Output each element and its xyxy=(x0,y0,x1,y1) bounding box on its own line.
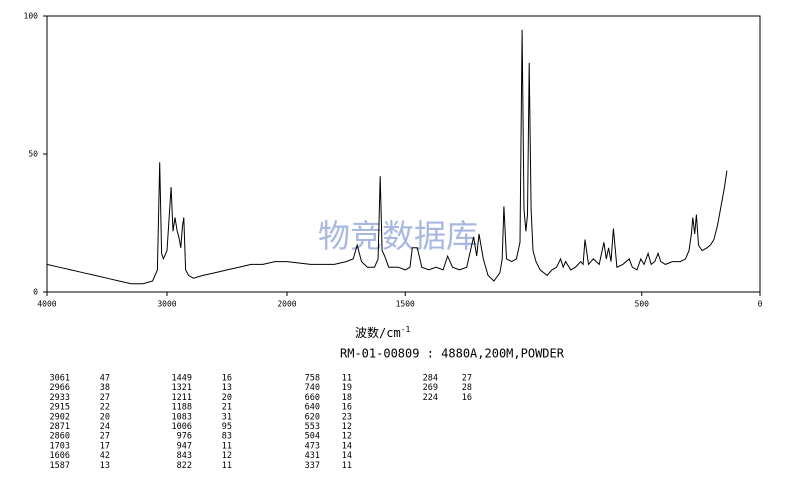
peak-wavenumber: 620 xyxy=(305,412,320,422)
peak-wavenumber: 660 xyxy=(305,393,320,403)
y-tick-label: 100 xyxy=(24,12,39,21)
peak-intensity: 13 xyxy=(222,383,232,393)
peak-wavenumber: 1006 xyxy=(172,422,192,432)
peak-intensity: 27 xyxy=(100,393,110,403)
peak-wavenumber: 431 xyxy=(305,451,320,461)
peak-wavenumber: 1587 xyxy=(50,461,70,471)
x-tick-label: 0 xyxy=(758,300,763,309)
peak-intensity: 19 xyxy=(342,383,352,393)
peak-wavenumber: 1606 xyxy=(50,451,70,461)
peak-wavenumber: 473 xyxy=(305,441,320,451)
peak-intensity: 23 xyxy=(342,412,352,422)
peak-intensity: 13 xyxy=(100,461,110,471)
peak-intensity: 20 xyxy=(222,393,232,403)
peak-intensity: 14 xyxy=(342,441,352,451)
peak-intensity: 12 xyxy=(342,432,352,442)
peak-wavenumber: 843 xyxy=(177,451,192,461)
peak-wavenumber: 976 xyxy=(177,432,192,442)
peak-intensity: 31 xyxy=(222,412,232,422)
peak-wavenumber: 2933 xyxy=(50,393,70,403)
peak-intensity: 20 xyxy=(100,412,110,422)
peak-wavenumber: 284 xyxy=(423,374,438,384)
peak-wavenumber: 1211 xyxy=(172,393,192,403)
peak-intensity: 11 xyxy=(342,374,352,384)
peak-wavenumber: 758 xyxy=(305,374,320,384)
peak-wavenumber: 504 xyxy=(305,432,320,442)
peak-intensity: 47 xyxy=(100,374,110,384)
peak-wavenumber: 1449 xyxy=(172,374,192,384)
x-axis-label: 波数/cm-1 xyxy=(355,325,411,340)
peak-wavenumber: 337 xyxy=(305,461,320,471)
peak-wavenumber: 1321 xyxy=(172,383,192,393)
peak-intensity: 16 xyxy=(342,403,352,413)
peak-intensity: 95 xyxy=(222,422,232,432)
x-tick-label: 1500 xyxy=(396,300,415,309)
peak-wavenumber: 2860 xyxy=(50,432,70,442)
peak-wavenumber: 553 xyxy=(305,422,320,432)
x-tick-label: 2000 xyxy=(277,300,296,309)
peak-intensity: 12 xyxy=(342,422,352,432)
peak-wavenumber: 2902 xyxy=(50,412,70,422)
peak-wavenumber: 2915 xyxy=(50,403,70,413)
peak-wavenumber: 1703 xyxy=(50,441,70,451)
x-label-main: 波数/cm xyxy=(355,325,401,340)
peak-intensity: 16 xyxy=(222,374,232,384)
peak-wavenumber: 224 xyxy=(423,393,438,403)
x-tick-label: 500 xyxy=(635,300,650,309)
peak-wavenumber: 1188 xyxy=(172,403,192,413)
peak-wavenumber: 740 xyxy=(305,383,320,393)
spectrum-line xyxy=(46,29,728,285)
peak-wavenumber: 640 xyxy=(305,403,320,413)
peak-intensity: 83 xyxy=(222,432,232,442)
peak-intensity: 22 xyxy=(100,403,110,413)
chart-title: RM-01-00809 : 4880A,200M,POWDER xyxy=(340,347,565,361)
x-tick-label: 3000 xyxy=(157,300,176,309)
y-tick-label: 50 xyxy=(28,150,38,159)
peak-wavenumber: 3061 xyxy=(50,374,70,384)
peak-intensity: 27 xyxy=(100,432,110,442)
peak-intensity: 11 xyxy=(222,461,232,471)
peak-intensity: 38 xyxy=(100,383,110,393)
peak-wavenumber: 269 xyxy=(423,383,438,393)
peak-intensity: 11 xyxy=(222,441,232,451)
peak-wavenumber: 822 xyxy=(177,461,192,471)
peak-intensity: 21 xyxy=(222,403,232,413)
peak-intensity: 28 xyxy=(462,383,472,393)
peak-wavenumber: 1083 xyxy=(172,412,192,422)
peak-wavenumber: 2966 xyxy=(50,383,70,393)
peak-intensity: 27 xyxy=(462,374,472,384)
peak-intensity: 12 xyxy=(222,451,232,461)
peak-intensity: 14 xyxy=(342,451,352,461)
peak-intensity: 11 xyxy=(342,461,352,471)
peak-intensity: 42 xyxy=(100,451,110,461)
y-tick-label: 0 xyxy=(33,288,38,297)
peak-wavenumber: 947 xyxy=(177,441,192,451)
peak-wavenumber: 2871 xyxy=(50,422,70,432)
peak-intensity: 16 xyxy=(462,393,472,403)
peak-intensity: 17 xyxy=(100,441,110,451)
x-tick-label: 4000 xyxy=(37,300,56,309)
peak-intensity: 18 xyxy=(342,393,352,403)
watermark: 物竞数据库 xyxy=(318,217,478,255)
x-label-sup: -1 xyxy=(401,325,411,334)
peak-intensity: 24 xyxy=(100,422,110,432)
